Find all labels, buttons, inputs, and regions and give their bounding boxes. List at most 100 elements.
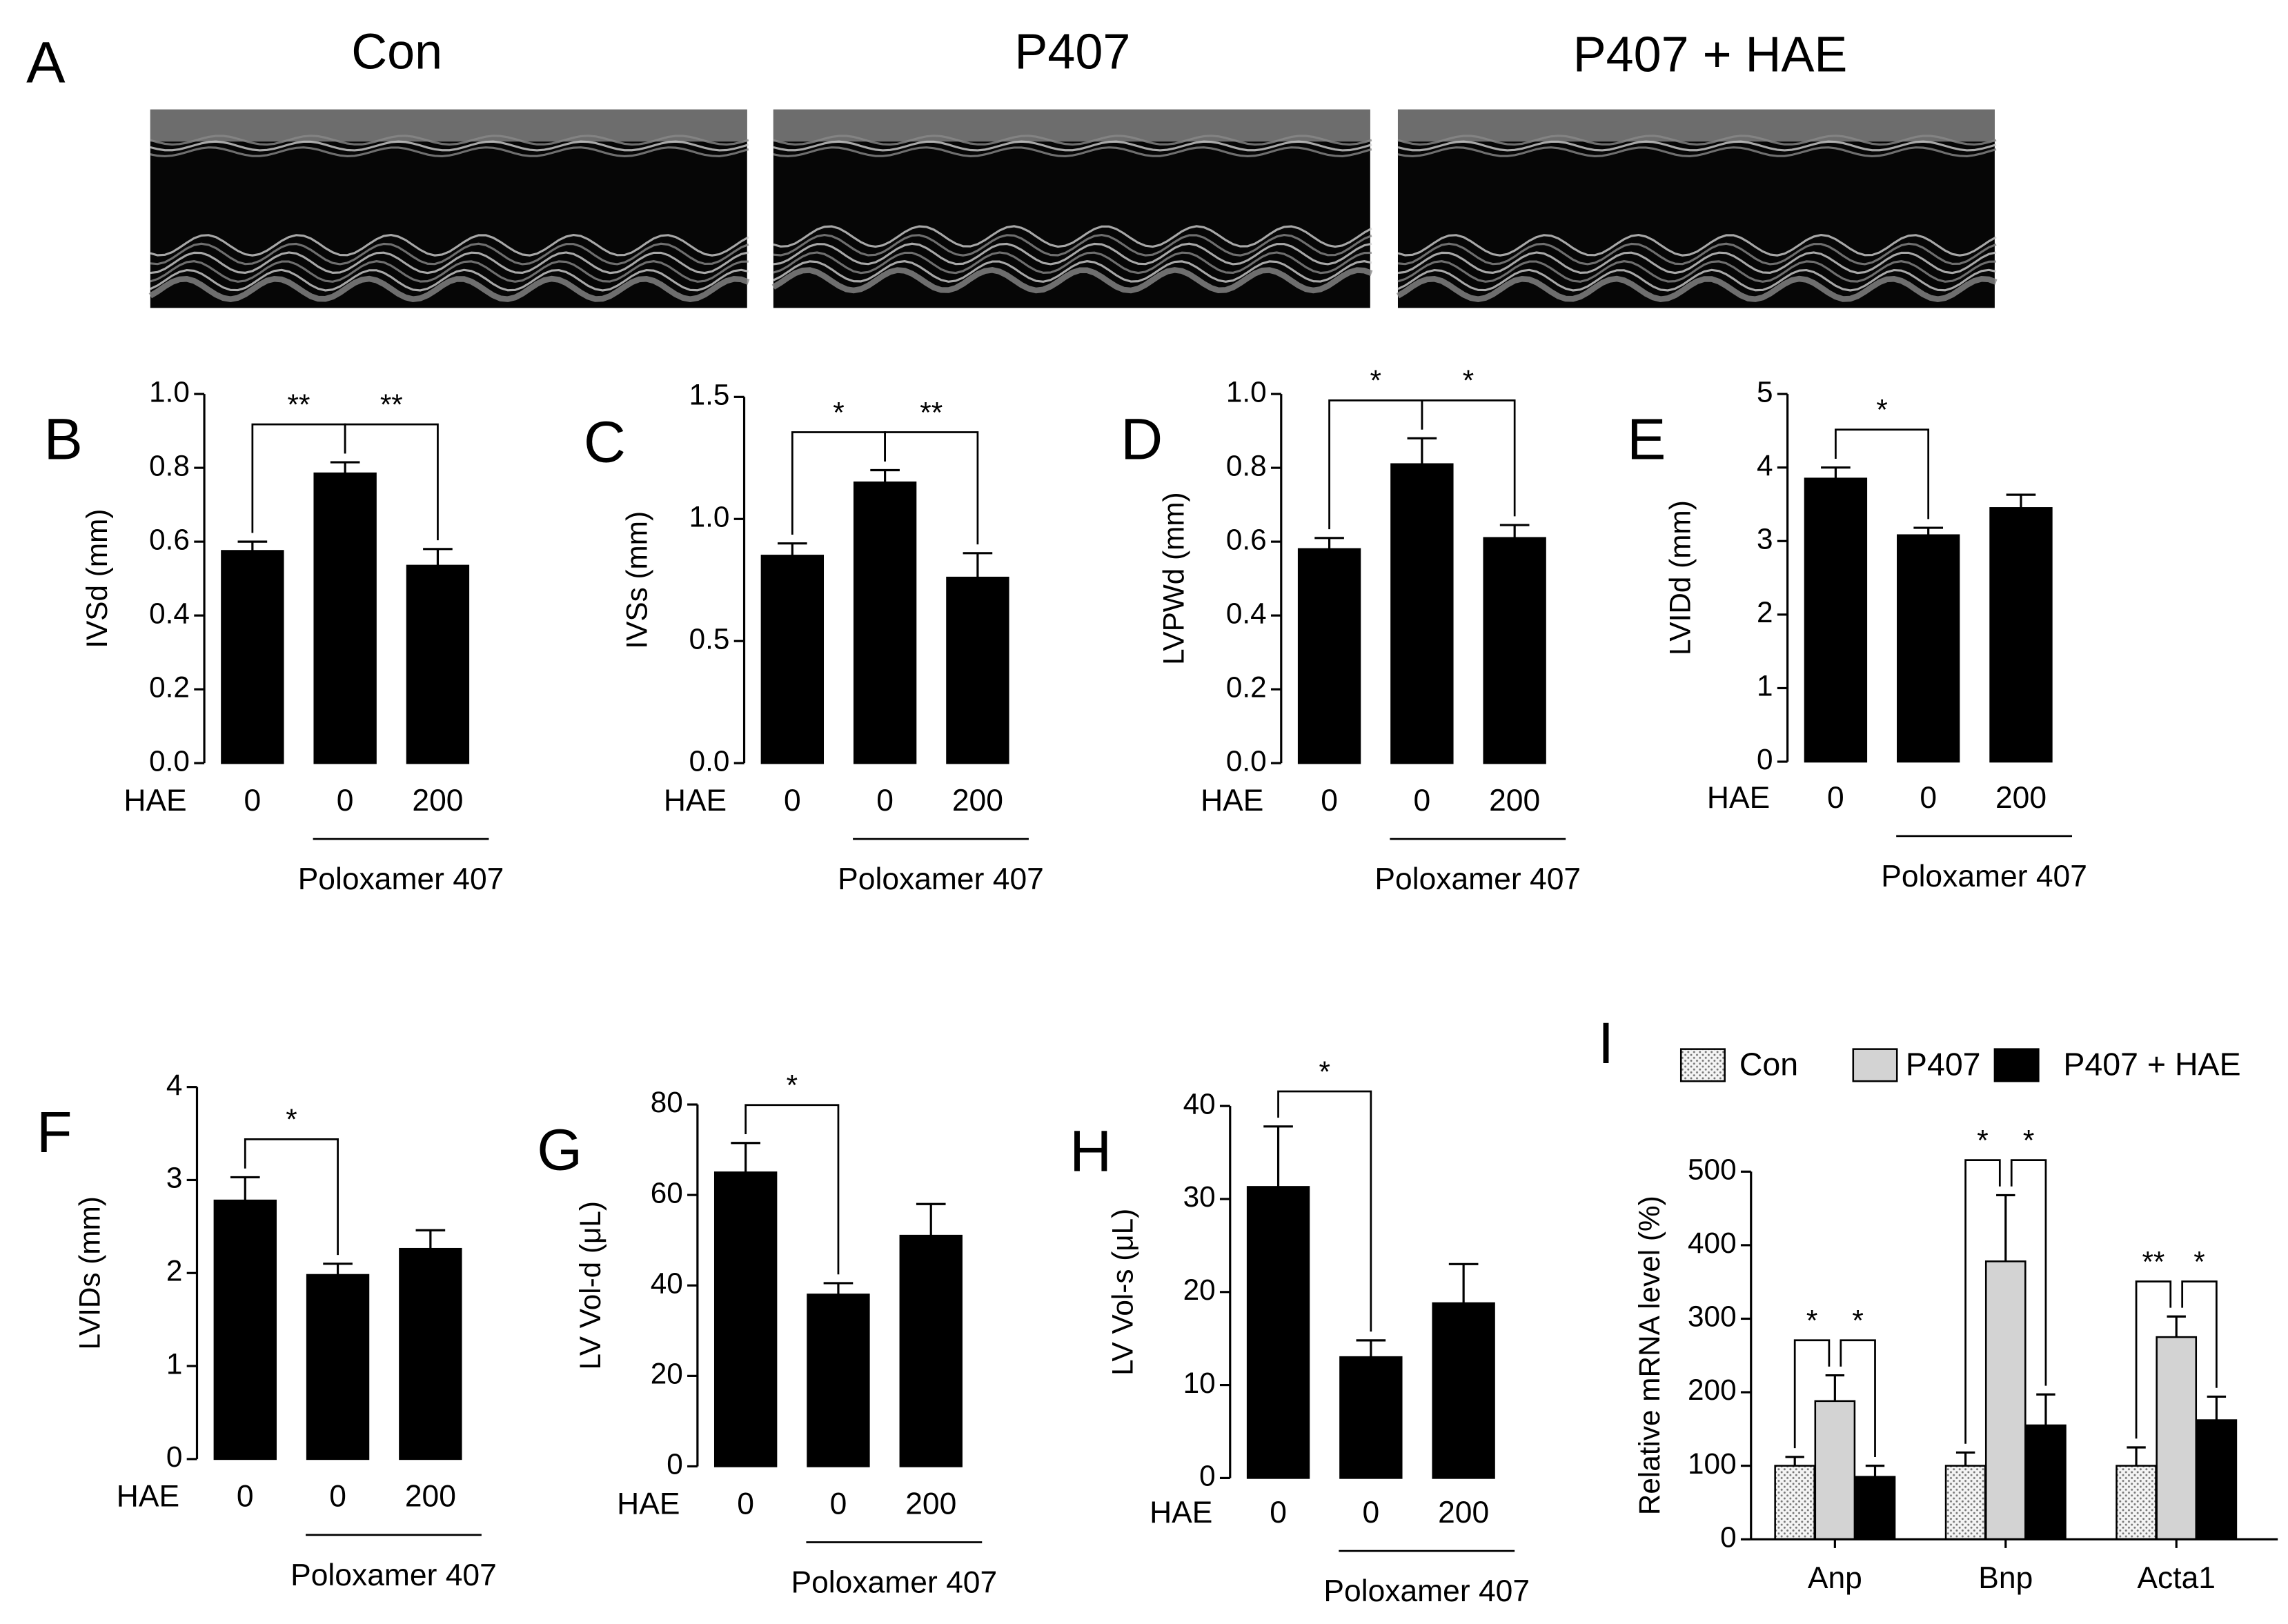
x-tick-label: 0	[1920, 781, 1937, 815]
echo-trace	[773, 135, 1372, 146]
x-row-label: HAE	[117, 1480, 179, 1514]
significance-label: *	[2193, 1245, 2205, 1278]
y-tick-label: 0	[667, 1448, 683, 1481]
x-tick-label: 200	[1489, 784, 1540, 818]
echo-trace	[148, 275, 750, 302]
x-row-label: HAE	[1201, 784, 1263, 818]
legend-swatch	[1852, 1048, 1898, 1082]
error-bar	[1825, 1374, 1845, 1401]
bar	[807, 1294, 870, 1467]
y-tick-label: 200	[1688, 1374, 1737, 1406]
y-tick-label: 0.8	[149, 449, 190, 482]
echo-trace	[1397, 146, 1997, 157]
bar	[1814, 1400, 1856, 1541]
bar	[2156, 1336, 2198, 1541]
panel-label: I	[1598, 1010, 1615, 1076]
y-tick-label: 20	[651, 1358, 683, 1390]
x-tick-label: 0	[830, 1487, 847, 1521]
bar	[760, 555, 825, 764]
echo-images	[148, 109, 1998, 308]
bar	[2025, 1424, 2067, 1541]
legend-label: P407	[1906, 1046, 1981, 1082]
x-tick-label: 0	[237, 1480, 254, 1514]
y-tick-label: 0.0	[1226, 744, 1267, 777]
echo-trace	[1397, 140, 1997, 152]
legend-swatch	[1679, 1048, 1726, 1082]
error-bar	[963, 552, 993, 578]
significance-bracket	[1793, 1339, 1831, 1449]
significance-bracket	[1277, 1090, 1372, 1332]
x-tick-label: 200	[905, 1487, 956, 1521]
bar	[1297, 548, 1361, 764]
x-tick-label: 0	[337, 784, 354, 818]
x-tick-label: 0	[784, 784, 801, 818]
echo-trace	[150, 268, 749, 292]
x-row-label: HAE	[124, 784, 186, 818]
significance-label: *	[1876, 394, 1887, 426]
y-tick-label: 1.0	[689, 500, 730, 533]
y-tick-label: 0.2	[149, 671, 190, 703]
y-axis-label: LV Vol-s (μL)	[1107, 1209, 1139, 1376]
y-tick-label: 0.0	[149, 744, 190, 777]
y-tick-label: 0.5	[689, 622, 730, 655]
echo-trace	[773, 146, 1372, 157]
echo-trace	[150, 233, 749, 257]
significance-bracket	[2135, 1280, 2172, 1439]
error-bar	[2036, 1393, 2055, 1426]
x-tick-label: 0	[1414, 784, 1431, 818]
panel-label: E	[1627, 406, 1666, 471]
error-bar	[731, 1142, 760, 1173]
x-row-label: HAE	[664, 784, 727, 818]
bar	[1897, 534, 1960, 763]
echo-trace	[1397, 260, 1997, 283]
legend-label: Con	[1739, 1046, 1798, 1082]
error-bar	[1821, 466, 1851, 479]
bar	[2196, 1419, 2238, 1541]
significance-label: *	[1370, 364, 1381, 397]
y-axis-label: LV Vol-d (μL)	[574, 1201, 606, 1369]
x-tick-label: 0	[1321, 784, 1338, 818]
significance-bracket	[1964, 1159, 2001, 1444]
y-tick-label: 4	[166, 1069, 183, 1101]
y-tick-label: 1	[1757, 670, 1773, 702]
significance-label: *	[286, 1103, 297, 1136]
significance-bracket	[884, 431, 979, 545]
y-tick-label: 0.6	[1226, 523, 1267, 555]
significance-label: *	[1806, 1305, 1817, 1337]
significance-label: **	[2142, 1245, 2164, 1278]
y-tick-label: 0.6	[149, 523, 190, 555]
x-tick-label: 0	[1362, 1496, 1379, 1529]
bar	[899, 1234, 963, 1467]
echo-trace	[150, 140, 749, 152]
error-bar	[916, 1202, 946, 1236]
bar	[1804, 477, 1868, 763]
significance-bracket	[344, 423, 439, 541]
y-tick-label: 1.0	[149, 375, 190, 408]
x-tick-label: 200	[952, 784, 1003, 818]
bar	[1854, 1476, 1896, 1541]
echo-trace	[773, 140, 1372, 152]
y-tick-label: 3	[1757, 522, 1773, 555]
x-tick-label: 0	[1270, 1496, 1287, 1529]
error-bar	[1955, 1451, 1975, 1466]
y-tick-label: 300	[1688, 1300, 1737, 1333]
bar	[1944, 1465, 1986, 1541]
significance-label: *	[1463, 364, 1474, 397]
y-tick-label: 5	[1757, 375, 1773, 408]
bar	[2116, 1465, 2157, 1541]
bar	[946, 576, 1009, 764]
panel-label: G	[537, 1116, 582, 1182]
y-tick-label: 4	[1757, 449, 1773, 482]
y-axis-label: LVIDd (mm)	[1664, 500, 1697, 655]
significance-label: *	[1977, 1124, 1988, 1156]
error-bar	[1356, 1339, 1386, 1358]
error-bar	[237, 540, 268, 551]
echo-trace	[150, 260, 749, 283]
echo-trace	[1397, 233, 1997, 257]
bar	[1483, 537, 1546, 764]
y-tick-label: 0.4	[1226, 597, 1267, 629]
y-tick-label: 0.8	[1226, 449, 1267, 482]
echo-trace	[1397, 251, 1997, 275]
y-tick-label: 400	[1688, 1227, 1737, 1259]
